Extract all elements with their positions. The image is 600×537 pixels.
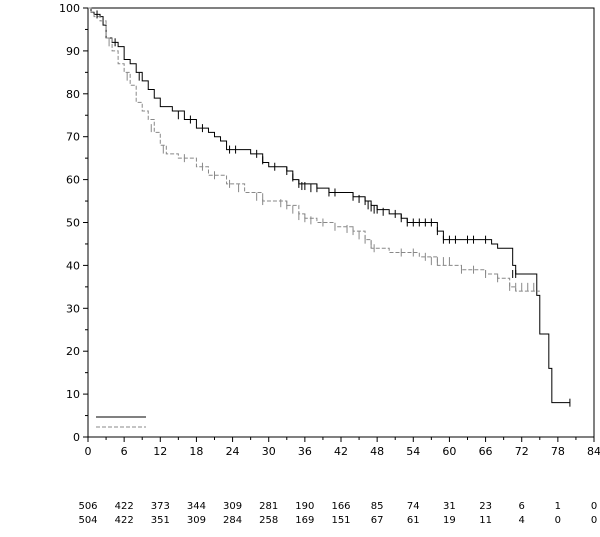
risk-count: 1 — [555, 501, 561, 512]
y-tick-label: 90 — [66, 45, 80, 58]
x-tick-label: 42 — [334, 445, 348, 458]
axis-ticks: 0 6 12 18 24 30 36 42 48 54 60 66 72 78 84 0 10 20 30 40 50 6… — [59, 2, 600, 458]
y-tick-label: 20 — [66, 345, 80, 358]
y-tick-label: 70 — [66, 131, 80, 144]
risk-count: 23 — [479, 501, 492, 512]
y-tick-label: 50 — [66, 217, 80, 230]
risk-count: 67 — [371, 515, 384, 526]
x-tick-label: 66 — [479, 445, 493, 458]
risk-count: 151 — [331, 515, 350, 526]
legend — [96, 416, 146, 428]
risk-count: 258 — [259, 515, 278, 526]
risk-count: 506 — [78, 501, 97, 512]
censor-marks — [96, 10, 571, 407]
survival-curves — [88, 7, 570, 404]
risk-count: 61 — [407, 515, 420, 526]
risk-count: 169 — [295, 515, 314, 526]
risk-count: 0 — [555, 515, 561, 526]
x-tick-label: 24 — [226, 445, 240, 458]
risk-count: 422 — [115, 501, 134, 512]
risk-count: 74 — [407, 501, 420, 512]
risk-count: 11 — [479, 515, 492, 526]
y-tick-label: 10 — [66, 388, 80, 401]
risk-count: 166 — [331, 501, 350, 512]
risk-count: 422 — [115, 515, 134, 526]
x-tick-label: 18 — [189, 445, 203, 458]
plot-frame — [87, 7, 595, 438]
x-tick-label: 84 — [587, 445, 600, 458]
curve-dashed — [88, 7, 540, 292]
risk-count: 309 — [223, 501, 242, 512]
y-tick-label: 30 — [66, 302, 80, 315]
x-tick-label: 30 — [262, 445, 276, 458]
risk-count: 281 — [259, 501, 278, 512]
x-tick-label: 72 — [515, 445, 529, 458]
curve-solid — [88, 7, 570, 404]
x-tick-label: 6 — [121, 445, 128, 458]
x-tick-label: 0 — [85, 445, 92, 458]
y-tick-label: 60 — [66, 174, 80, 187]
x-tick-label: 78 — [551, 445, 565, 458]
risk-count: 4 — [519, 515, 525, 526]
risk-count: 0 — [591, 515, 597, 526]
risk-count: 284 — [223, 515, 242, 526]
x-tick-label: 60 — [442, 445, 456, 458]
risk-count: 19 — [443, 515, 456, 526]
risk-count: 6 — [519, 501, 525, 512]
y-tick-label: 40 — [66, 259, 80, 272]
risk-count: 504 — [78, 515, 97, 526]
risk-count: 190 — [295, 501, 314, 512]
risk-count: 0 — [591, 501, 597, 512]
x-tick-label: 12 — [153, 445, 167, 458]
risk-count: 309 — [187, 515, 206, 526]
y-tick-label: 100 — [59, 2, 80, 15]
x-tick-label: 54 — [406, 445, 420, 458]
x-tick-label: 48 — [370, 445, 384, 458]
plot-border — [87, 7, 595, 438]
risk-count: 85 — [371, 501, 384, 512]
y-tick-label: 80 — [66, 88, 80, 101]
x-tick-label: 36 — [298, 445, 312, 458]
y-tick-label: 0 — [73, 431, 80, 444]
risk-count: 351 — [151, 515, 170, 526]
risk-count: 373 — [151, 501, 170, 512]
risk-count: 344 — [187, 501, 206, 512]
risk-count: 31 — [443, 501, 456, 512]
